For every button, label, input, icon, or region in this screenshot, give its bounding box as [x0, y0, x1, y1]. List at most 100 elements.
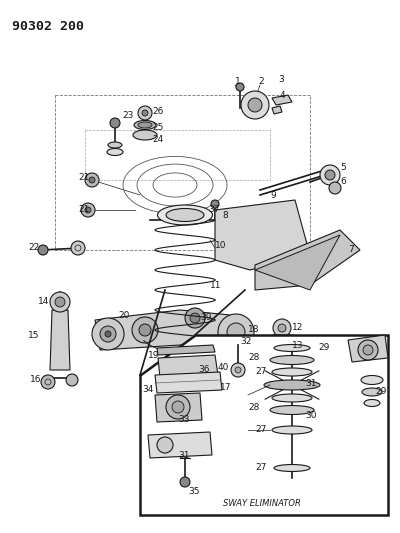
Ellipse shape	[108, 142, 122, 148]
Circle shape	[190, 313, 200, 323]
Text: 25: 25	[152, 124, 163, 133]
Text: 10: 10	[215, 240, 226, 249]
Text: 14: 14	[38, 297, 49, 306]
Polygon shape	[272, 106, 282, 114]
Ellipse shape	[270, 356, 314, 365]
Ellipse shape	[107, 149, 123, 156]
Circle shape	[227, 323, 245, 341]
Text: 32: 32	[240, 337, 251, 346]
Circle shape	[92, 318, 124, 350]
Text: 15: 15	[28, 330, 40, 340]
Circle shape	[180, 477, 190, 487]
Text: SWAY ELIMINATOR: SWAY ELIMINATOR	[223, 498, 301, 507]
Circle shape	[185, 308, 205, 328]
Circle shape	[218, 314, 254, 350]
Text: 13: 13	[292, 341, 304, 350]
Circle shape	[157, 437, 173, 453]
Circle shape	[71, 241, 85, 255]
Circle shape	[89, 177, 95, 183]
Circle shape	[235, 367, 241, 373]
Text: 21: 21	[78, 206, 89, 214]
Polygon shape	[272, 95, 292, 105]
Polygon shape	[158, 355, 218, 378]
Ellipse shape	[274, 344, 310, 351]
Circle shape	[138, 106, 152, 120]
Text: 36: 36	[198, 366, 210, 375]
Circle shape	[198, 343, 222, 367]
Circle shape	[142, 110, 148, 116]
Text: 28: 28	[248, 353, 259, 362]
Circle shape	[81, 203, 95, 217]
Text: 16: 16	[30, 376, 42, 384]
Circle shape	[55, 297, 65, 307]
Circle shape	[105, 331, 111, 337]
Text: 27: 27	[255, 425, 266, 434]
Text: 29: 29	[375, 387, 386, 397]
Circle shape	[231, 363, 245, 377]
Circle shape	[166, 395, 190, 419]
Text: 3: 3	[278, 76, 284, 85]
Text: 28: 28	[248, 403, 259, 413]
Text: 2: 2	[258, 77, 264, 86]
Circle shape	[172, 401, 184, 413]
Polygon shape	[348, 335, 388, 362]
Circle shape	[85, 207, 91, 213]
Circle shape	[85, 173, 99, 187]
Polygon shape	[155, 393, 202, 422]
Circle shape	[205, 382, 215, 392]
Text: 31: 31	[305, 378, 316, 387]
Polygon shape	[255, 230, 360, 290]
Text: 30: 30	[305, 410, 316, 419]
Text: 12: 12	[292, 324, 303, 333]
Ellipse shape	[272, 394, 312, 402]
Text: 1: 1	[235, 77, 241, 86]
Circle shape	[110, 118, 120, 128]
Polygon shape	[215, 200, 310, 270]
Circle shape	[241, 91, 269, 119]
Circle shape	[236, 83, 244, 91]
Circle shape	[358, 340, 378, 360]
Text: 6: 6	[340, 177, 346, 187]
Circle shape	[325, 170, 335, 180]
Text: 20: 20	[118, 311, 129, 319]
Circle shape	[278, 324, 286, 332]
Circle shape	[248, 98, 262, 112]
Text: 21: 21	[78, 174, 89, 182]
Text: 18: 18	[248, 326, 260, 335]
Text: 39: 39	[200, 313, 212, 322]
Polygon shape	[148, 432, 212, 458]
Polygon shape	[270, 335, 295, 348]
Text: 34: 34	[142, 385, 153, 394]
Polygon shape	[95, 310, 250, 350]
Text: 40: 40	[218, 364, 229, 373]
Polygon shape	[50, 310, 70, 370]
Polygon shape	[155, 372, 222, 393]
Ellipse shape	[364, 400, 380, 407]
Circle shape	[211, 200, 219, 208]
Ellipse shape	[134, 120, 156, 130]
Ellipse shape	[133, 130, 157, 140]
Ellipse shape	[264, 380, 320, 390]
Text: 37: 37	[208, 206, 220, 214]
Text: 23: 23	[122, 110, 133, 119]
Text: 24: 24	[152, 135, 163, 144]
Text: 9: 9	[270, 190, 276, 199]
Ellipse shape	[272, 426, 312, 434]
Text: 17: 17	[220, 384, 232, 392]
Ellipse shape	[270, 406, 314, 415]
Text: 11: 11	[210, 280, 222, 289]
Circle shape	[200, 377, 220, 397]
Ellipse shape	[158, 205, 212, 225]
Circle shape	[50, 292, 70, 312]
Text: 27: 27	[255, 367, 266, 376]
Text: 8: 8	[222, 211, 228, 220]
Text: 29: 29	[318, 343, 329, 352]
Text: 35: 35	[188, 488, 200, 497]
Circle shape	[363, 345, 373, 355]
Ellipse shape	[272, 368, 312, 376]
Circle shape	[41, 375, 55, 389]
Text: 5: 5	[340, 164, 346, 173]
Text: 31: 31	[178, 450, 190, 459]
Circle shape	[100, 326, 116, 342]
Circle shape	[66, 374, 78, 386]
